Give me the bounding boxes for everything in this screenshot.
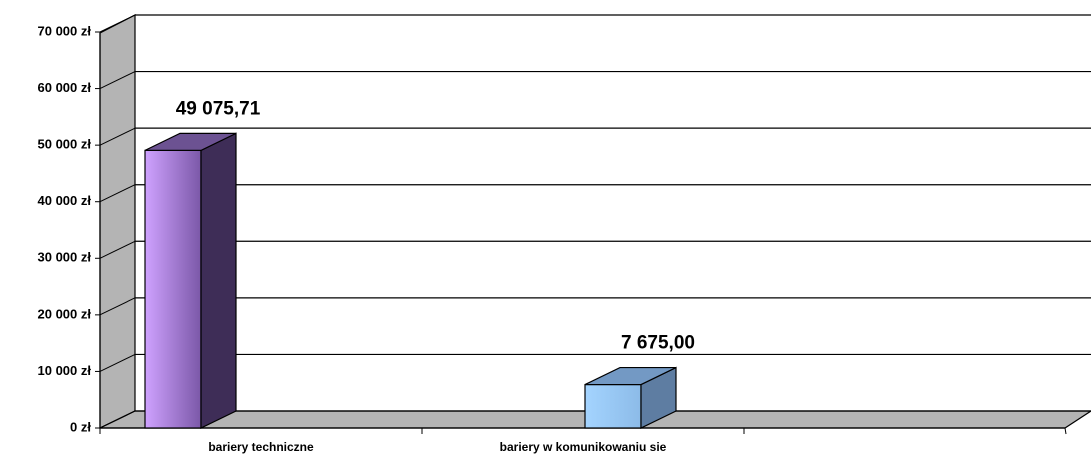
bar-top [144,132,237,151]
bar-front [144,149,202,429]
side-wall [99,14,136,429]
value-label: 7 675,00 [621,333,695,354]
bar-side [200,132,237,429]
grid-line-side [99,14,136,33]
y-tick-label: 20 000 zł [38,306,92,321]
value-label: 49 075,71 [176,98,261,119]
grid-line-side [99,297,136,316]
y-tick-label: 70 000 zł [38,23,92,38]
y-tick-label: 10 000 zł [38,363,92,378]
y-tick-label: 60 000 zł [38,80,92,95]
x-tick-label: bariery w komunikowaniu sie [500,440,667,454]
grid-line-side [99,410,136,429]
grid-line-side [99,240,136,259]
grid-line-side [99,71,136,90]
y-tick-label: 0 zł [70,419,91,434]
y-tick-label: 40 000 zł [38,193,92,208]
y-tick-label: 50 000 zł [38,137,92,152]
bar-front [584,383,642,429]
grid-line-side [99,127,136,146]
x-tick-label: bariery techniczne [208,440,314,454]
bar-top [584,366,677,386]
x-tick [1064,427,1067,435]
y-tick-label: 30 000 zł [38,250,92,265]
grid-line-side [99,353,136,372]
grid-line-side [99,184,136,203]
